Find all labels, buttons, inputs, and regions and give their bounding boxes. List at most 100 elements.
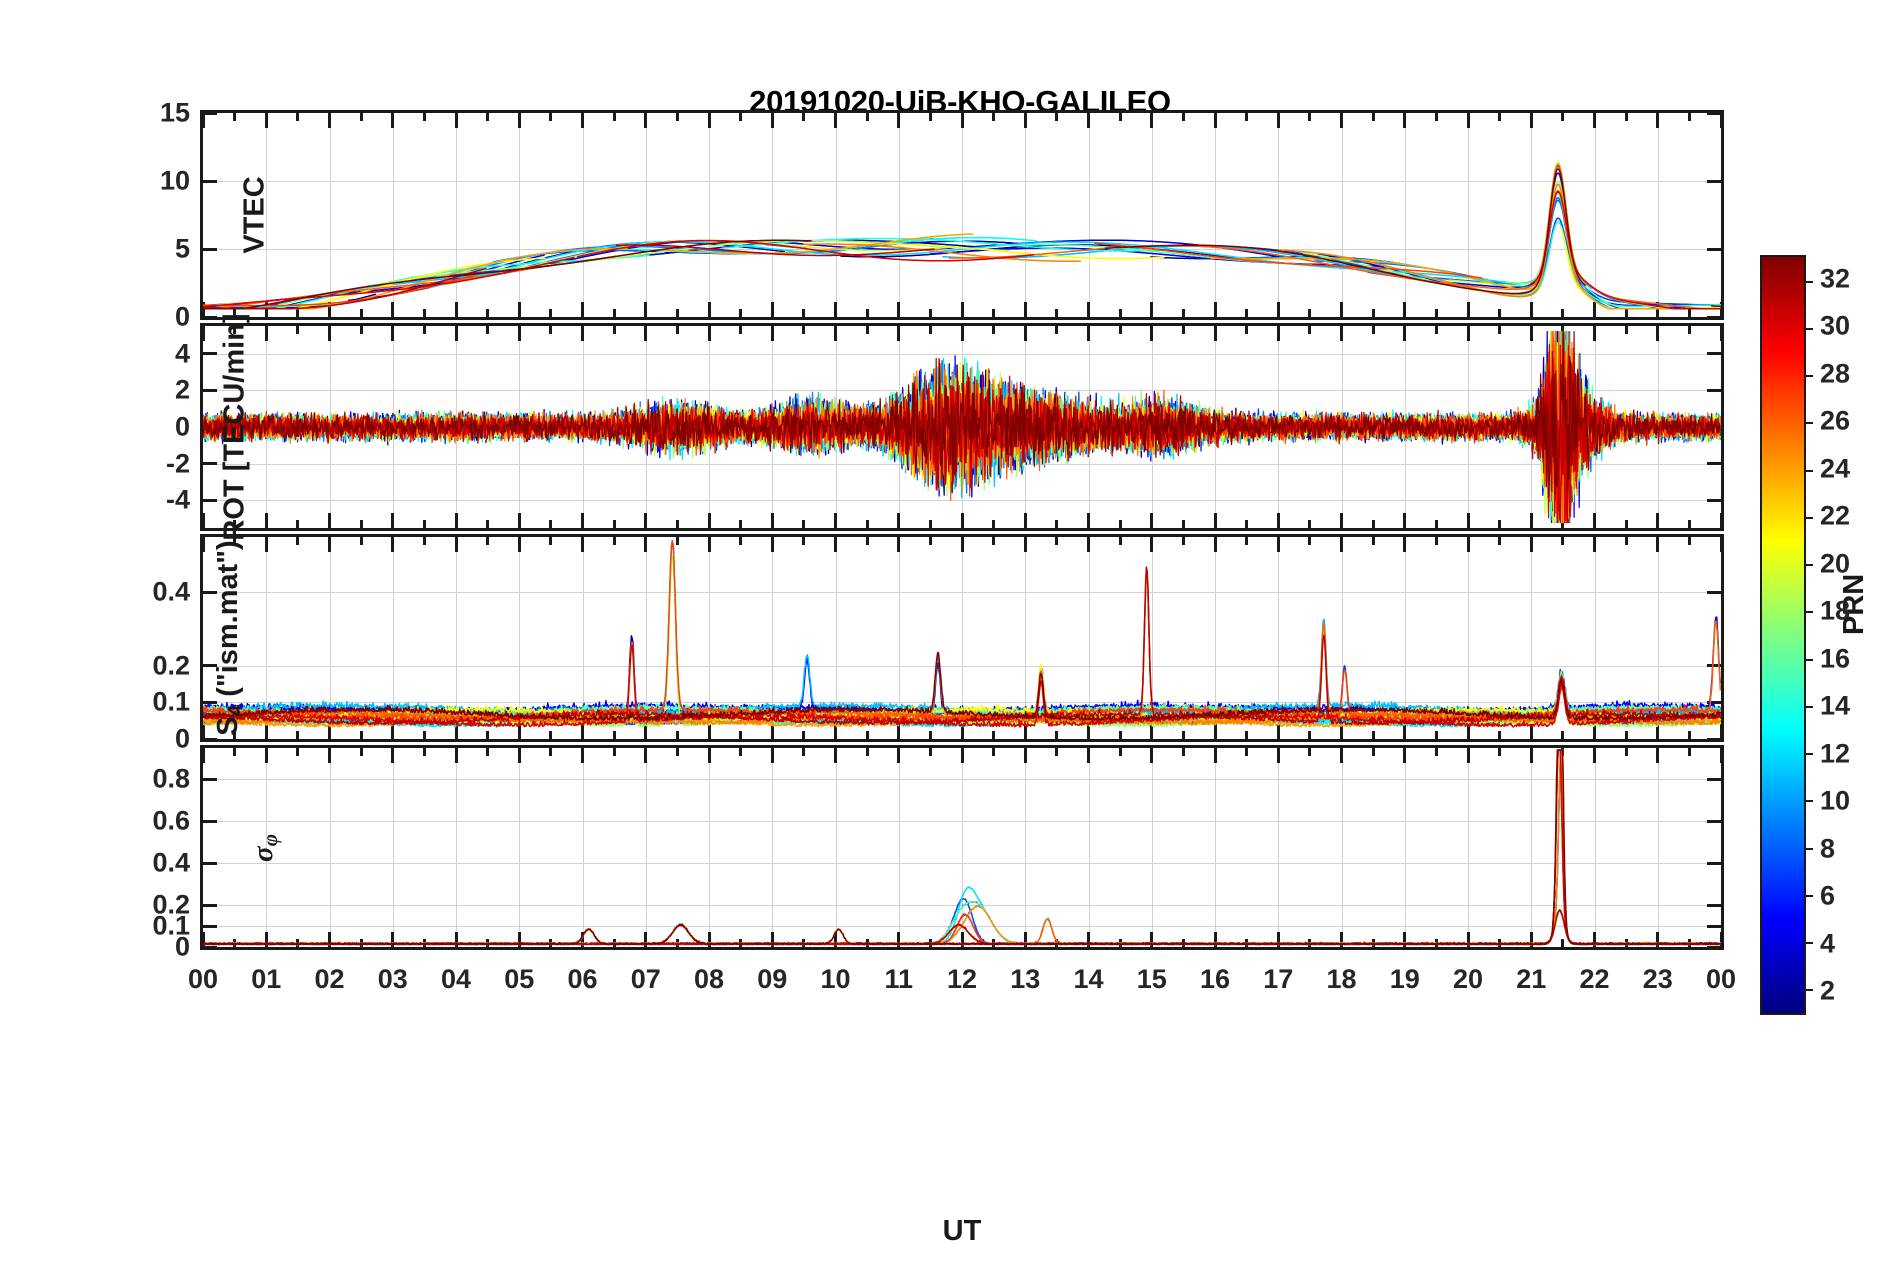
axis-tick-x-minor <box>1434 520 1438 528</box>
axis-tick-x-minor <box>296 326 300 334</box>
axis-tick-x <box>1656 748 1660 763</box>
axis-tick-x <box>517 113 521 128</box>
axis-tick-x <box>1276 932 1280 947</box>
axis-tick-x <box>897 113 901 128</box>
axis-tick-x-minor <box>233 113 237 121</box>
axis-tick-x <box>581 302 584 317</box>
axis-tick-x <box>707 748 711 763</box>
axis-tick-label-x: 11 <box>884 964 914 994</box>
axis-tick-label-x: 23 <box>1642 964 1673 994</box>
axis-tick-x <box>1023 302 1027 317</box>
axis-tick-label-y: 0.6 <box>152 805 190 836</box>
colorbar-tick <box>1804 422 1813 425</box>
axis-tick-x-minor <box>675 113 679 121</box>
axis-tick-x <box>1719 326 1721 341</box>
axis-tick-y <box>1707 498 1721 502</box>
panel-rot-plot-area <box>203 326 1721 528</box>
axis-tick-x-minor <box>612 731 616 739</box>
axis-tick-x-minor <box>1687 309 1691 317</box>
axis-tick-label-x: 12 <box>946 964 978 994</box>
panel-vtec <box>200 110 1724 320</box>
data-series-line <box>203 749 1721 946</box>
colorbar-tick-label: 22 <box>1820 500 1851 531</box>
colorbar[interactable] <box>1760 255 1813 1015</box>
axis-tick-x <box>1276 326 1280 341</box>
axis-tick-x-minor <box>1055 748 1059 756</box>
axis-tick-x-minor <box>1561 326 1565 334</box>
axis-tick-x <box>1529 302 1533 317</box>
axis-tick-x <box>1023 537 1027 552</box>
axis-tick-x <box>1466 513 1470 528</box>
grid-line-vertical <box>1151 537 1153 739</box>
axis-tick-x-minor <box>296 309 300 317</box>
axis-tick-y <box>203 462 217 466</box>
axis-tick-x <box>1340 932 1343 947</box>
axis-tick-x <box>1593 537 1596 552</box>
series-layer <box>203 539 1721 728</box>
grid-line-vertical <box>456 113 457 317</box>
axis-tick-x-minor <box>802 537 806 545</box>
axis-tick-x-minor <box>1118 113 1122 121</box>
colorbar-tick-label: 6 <box>1820 880 1836 911</box>
axis-tick-x <box>834 326 837 341</box>
axis-tick-label-x: 00 <box>187 964 219 994</box>
colorbar-tick-label: 20 <box>1820 548 1851 579</box>
axis-tick-x <box>1213 113 1217 128</box>
colorbar-tick <box>1804 800 1813 803</box>
axis-tick-x-minor <box>1181 113 1185 121</box>
axis-tick-x <box>454 326 458 341</box>
data-series-line <box>1565 229 1721 310</box>
axis-tick-x <box>203 513 205 528</box>
axis-tick-x <box>454 513 458 528</box>
axis-tick-x <box>1340 113 1343 128</box>
axis-tick-x <box>1023 724 1027 739</box>
axis-tick-label-y: 2 <box>174 374 190 405</box>
panel-sigma-phi <box>200 745 1724 950</box>
axis-tick-x-minor <box>1308 113 1312 121</box>
axis-tick-x-minor <box>675 748 679 756</box>
axis-tick-x <box>834 513 837 528</box>
grid-line-vertical <box>645 537 647 739</box>
colorbar-tick-label: 10 <box>1820 785 1851 816</box>
grid-line-vertical <box>898 113 900 317</box>
axis-tick-x <box>454 113 458 128</box>
axis-tick-x <box>644 932 648 947</box>
grid-line-vertical <box>1404 537 1406 739</box>
grid-line-vertical <box>582 748 584 947</box>
data-series-line <box>203 555 1721 728</box>
axis-tick-x-minor <box>1118 520 1122 528</box>
axis-tick-x <box>1087 748 1090 763</box>
axis-tick-x <box>960 326 964 341</box>
axis-tick-x <box>1023 932 1027 947</box>
axis-tick-x-minor <box>675 537 679 545</box>
axis-tick-x <box>1593 513 1596 528</box>
axis-tick-x-minor <box>1434 113 1438 121</box>
axis-tick-label-x: 19 <box>1389 964 1420 994</box>
axis-tick-label-x: 15 <box>1136 964 1167 994</box>
axis-tick-x <box>960 513 964 528</box>
axis-tick-label-x: 05 <box>504 964 535 994</box>
axis-tick-x <box>203 113 205 128</box>
axis-tick-x-minor <box>992 309 996 317</box>
panel-vtec-plot-area <box>203 113 1721 317</box>
grid-line-vertical <box>1594 748 1596 947</box>
axis-tick-x <box>897 932 901 947</box>
axis-tick-x-minor <box>1624 520 1628 528</box>
axis-tick-x <box>1719 513 1721 528</box>
axis-tick-x-minor <box>486 520 490 528</box>
axis-tick-x <box>454 748 458 763</box>
axis-tick-x <box>328 302 331 317</box>
axis-tick-x <box>1276 113 1280 128</box>
axis-tick-label-x: 22 <box>1579 964 1610 994</box>
grid-line-vertical <box>1025 537 1027 739</box>
axis-tick-x <box>1276 513 1280 528</box>
axis-tick-x <box>834 537 837 552</box>
axis-tick-x <box>707 724 711 739</box>
grid-line-vertical <box>772 113 774 317</box>
axis-tick-x-minor <box>549 537 553 545</box>
axis-tick-x-minor <box>486 731 490 739</box>
colorbar-tick-label: 30 <box>1820 310 1851 341</box>
axis-tick-x <box>1150 537 1154 552</box>
axis-tick-x-minor <box>1308 731 1312 739</box>
axis-tick-x-minor <box>865 520 869 528</box>
